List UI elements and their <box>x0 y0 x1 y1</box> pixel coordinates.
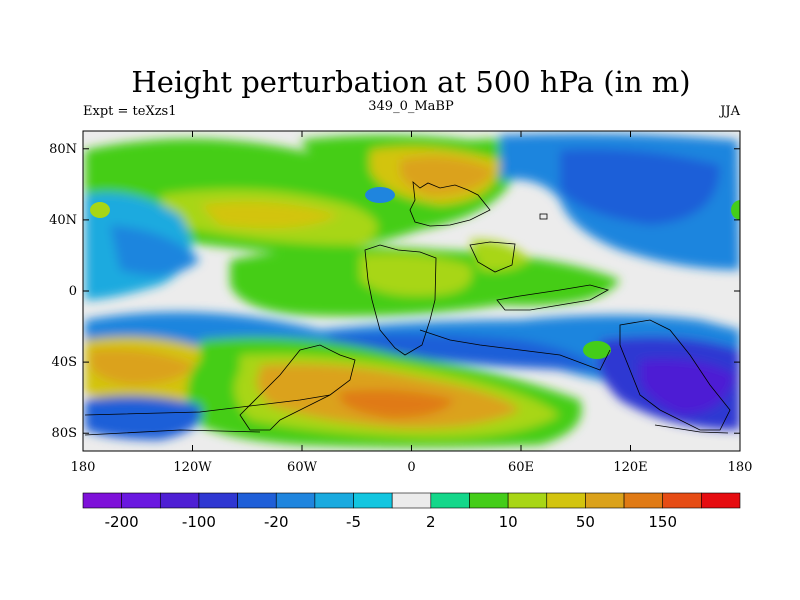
north-cyan-cell <box>365 187 395 203</box>
antarctic-outline <box>84 394 729 436</box>
sh-pacific-orange2 <box>90 349 195 385</box>
season-label: JJA <box>718 104 740 119</box>
x-tick-label: 180 <box>728 460 753 475</box>
colorbar-tick-label: -200 <box>105 513 139 531</box>
sh-max-orange <box>340 389 455 418</box>
colorbar-tick-label: 2 <box>426 513 436 531</box>
x-tick-label: 60W <box>287 460 318 475</box>
colorbar-swatch <box>662 492 702 509</box>
colorbar-swatch <box>237 492 277 509</box>
y-tick-label: 0 <box>69 284 77 299</box>
sh-pacific-deepest <box>640 359 735 415</box>
coastlines <box>84 181 731 436</box>
colorbar-swatch <box>623 492 664 509</box>
indian-ocean-green <box>583 341 611 359</box>
colorbar-swatch <box>198 492 238 509</box>
x-tick-label: 60E <box>508 460 534 475</box>
colorbar-tick-label: -100 <box>182 513 216 531</box>
maritime-continent-outline <box>496 284 610 311</box>
y-axis: 80N 40N 0 40S 80S <box>49 142 740 441</box>
colorbar <box>82 492 741 509</box>
colorbar-swatch <box>701 492 741 509</box>
x-tick-label: 120W <box>173 460 212 475</box>
experiment-label: Expt = teXzs1 <box>83 104 177 119</box>
nh-yellow-cell <box>90 202 110 218</box>
x-tick-label: 180 <box>71 460 96 475</box>
africa-yellow <box>470 239 530 272</box>
colorbar-swatch <box>430 492 470 509</box>
colorbar-swatch <box>159 492 200 509</box>
australia-outline <box>619 319 731 431</box>
asia-pacific-deep-blue <box>560 149 720 225</box>
indian-ocean-outline <box>419 329 611 371</box>
atlantic-blue <box>110 225 200 276</box>
period-label: 349_0_MaBP <box>368 99 454 114</box>
colorbar-swatch <box>469 492 509 509</box>
east-pacific-cell <box>731 200 740 220</box>
colorbar-swatch <box>585 492 625 509</box>
colorbar-swatch <box>353 492 393 509</box>
y-tick-label: 80N <box>49 142 77 157</box>
colorbar-swatch <box>275 492 316 509</box>
tropical-yellow <box>360 253 472 296</box>
colorbar-tick-label: -5 <box>346 513 361 531</box>
arabia-outline <box>469 241 516 273</box>
small-island <box>539 213 548 220</box>
eurasia-outline <box>409 181 491 227</box>
x-tick-label: 120E <box>613 460 647 475</box>
colorbar-swatch <box>391 492 432 509</box>
y-tick-label: 40S <box>52 355 77 370</box>
colorbar-labels: -200 -100 -20 -5 2 10 50 150 <box>105 513 677 531</box>
africa-outline <box>364 244 437 356</box>
contour-blobs <box>85 133 740 448</box>
south-america-outline <box>239 344 356 431</box>
chart-title: Height perturbation at 500 hPa (in m) <box>131 65 690 99</box>
sh-deep-blue <box>330 333 600 370</box>
colorbar-swatch <box>507 492 548 509</box>
colorbar-tick-label: 150 <box>648 513 677 531</box>
x-tick-label: 0 <box>407 460 415 475</box>
colorbar-tick-label: 50 <box>576 513 595 531</box>
x-axis: 180 120W 60W 0 60E 120E 180 <box>71 131 753 475</box>
colorbar-swatch <box>121 492 161 509</box>
y-tick-label: 80S <box>52 426 77 441</box>
nh-orange-band <box>200 201 340 229</box>
colorbar-swatch <box>546 492 586 509</box>
colorbar-swatch <box>314 492 354 509</box>
y-tick-label: 40N <box>49 213 77 228</box>
colorbar-swatch <box>82 492 122 509</box>
colorbar-tick-label: 10 <box>499 513 518 531</box>
colorbar-tick-label: -20 <box>264 513 289 531</box>
sh-blue-cell <box>85 396 202 440</box>
contour-field <box>83 131 740 451</box>
